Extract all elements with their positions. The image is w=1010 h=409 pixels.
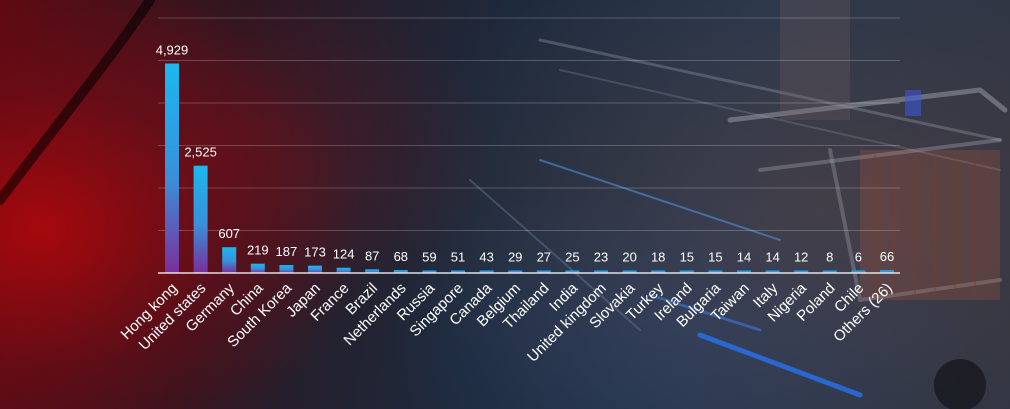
- data-label: 187: [276, 244, 298, 259]
- bar: [594, 270, 608, 273]
- bar: [737, 270, 751, 273]
- bar: [508, 270, 523, 273]
- bar: [622, 270, 637, 273]
- data-label: 6: [855, 250, 862, 265]
- data-label: 51: [451, 250, 465, 265]
- bar: [479, 270, 494, 273]
- bars: [165, 63, 894, 273]
- data-label: 43: [479, 250, 493, 265]
- bar: [250, 263, 265, 273]
- bar: [765, 270, 780, 273]
- data-label: 173: [304, 245, 326, 260]
- data-label: 29: [508, 250, 522, 265]
- bar: [851, 270, 866, 273]
- data-label: 87: [365, 248, 379, 263]
- bar: [279, 265, 294, 273]
- data-label: 14: [737, 250, 751, 265]
- bar: [336, 267, 351, 273]
- data-label: 20: [622, 250, 636, 265]
- data-label: 23: [594, 250, 608, 265]
- data-label: 18: [651, 250, 665, 265]
- data-label: 12: [794, 250, 808, 265]
- bar: [193, 165, 208, 273]
- bar: [165, 63, 179, 273]
- data-label: 8: [826, 250, 833, 265]
- bar: [679, 270, 694, 273]
- bar: [794, 270, 809, 273]
- data-label: 68: [394, 249, 408, 264]
- bar: [222, 247, 237, 273]
- data-label: 59: [422, 249, 436, 264]
- bar: [393, 270, 408, 273]
- data-label: 25: [565, 250, 579, 265]
- bar: [822, 270, 837, 273]
- bar: [565, 270, 580, 273]
- bar: [308, 265, 322, 273]
- bar: [651, 270, 666, 273]
- data-label: 4,929: [156, 43, 189, 58]
- data-label: 14: [765, 250, 779, 265]
- bar: [451, 270, 465, 273]
- data-label: 219: [247, 243, 269, 258]
- data-label: 66: [880, 249, 894, 264]
- bar: [708, 270, 723, 273]
- data-label: 15: [680, 250, 694, 265]
- data-label: 124: [333, 247, 355, 262]
- data-label: 2,525: [184, 145, 217, 160]
- gridlines: [158, 17, 900, 231]
- bar: [536, 270, 551, 273]
- data-label: 27: [537, 250, 551, 265]
- bar: [422, 270, 437, 273]
- bar: [880, 270, 894, 273]
- bar: [365, 269, 380, 273]
- data-label: 15: [708, 250, 722, 265]
- data-label: 607: [218, 226, 240, 241]
